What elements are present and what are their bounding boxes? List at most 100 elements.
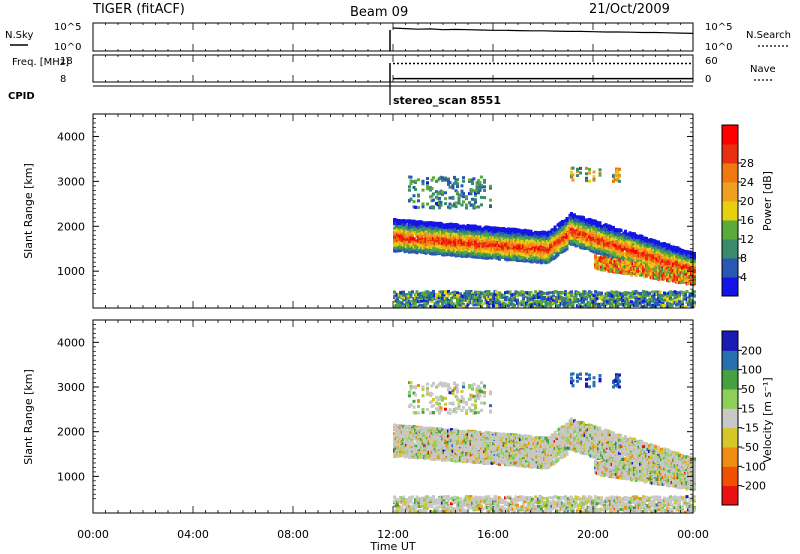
cpid-program: stereo_scan 8551 (393, 94, 501, 107)
power-cell (430, 186, 434, 190)
power-cell (573, 229, 576, 233)
power-cell (562, 296, 566, 300)
power-cell (585, 297, 588, 301)
power-cell (444, 233, 447, 237)
power-cell (489, 198, 492, 202)
power-cell (462, 200, 465, 204)
power-cell (430, 291, 434, 295)
power-cell (517, 249, 521, 253)
noise-right-tick-top: 10^5 (705, 22, 732, 33)
power-cell (475, 185, 479, 189)
power-cell (537, 296, 540, 300)
power-cell (480, 299, 483, 303)
power-cell (417, 205, 420, 209)
power-cell (520, 229, 524, 233)
power-cell (561, 219, 564, 223)
power-cell (430, 240, 434, 244)
power-cell (580, 228, 584, 232)
power-cell (459, 244, 462, 248)
power-cell (465, 289, 468, 293)
power-cell (585, 176, 588, 180)
power-cell (481, 248, 485, 252)
power-cell (460, 203, 464, 207)
power-cell (489, 295, 492, 299)
power-cell (430, 223, 434, 227)
power-cell (454, 295, 458, 299)
power-cell (460, 189, 464, 193)
power-cell (567, 224, 570, 228)
power-cell (444, 176, 447, 180)
power-cell (574, 295, 578, 299)
power-cell (522, 297, 525, 301)
power-cell (493, 246, 497, 250)
power-cell (441, 178, 444, 182)
power-cell (450, 250, 453, 254)
power-cell (412, 185, 416, 189)
power-cell (550, 250, 554, 254)
power-cell (463, 241, 467, 245)
power-cell (531, 238, 534, 242)
power-cell (549, 233, 552, 237)
power-cell (454, 205, 458, 209)
power-cell (411, 290, 414, 294)
power-cell (442, 300, 446, 304)
power-cell (514, 227, 518, 231)
power-cell (504, 302, 507, 306)
freq-right-tick-bottom: 0 (705, 74, 711, 85)
power-cell (457, 199, 461, 203)
power-cell (468, 201, 471, 205)
power-cell (411, 234, 414, 238)
power-cell (418, 303, 422, 307)
power-cell (472, 303, 476, 307)
power-cell (586, 305, 590, 309)
power-cell (448, 206, 452, 210)
power-cell (606, 233, 609, 237)
power-cell (508, 249, 512, 253)
power-cell (406, 229, 410, 233)
power-cell (565, 247, 569, 251)
power-cell (505, 256, 509, 260)
power-cell (474, 193, 477, 197)
power-cell (502, 236, 506, 240)
power-cell (598, 168, 602, 172)
power-cell (448, 303, 452, 307)
power-cell (435, 224, 438, 228)
power-cell (421, 182, 425, 186)
power-cell (451, 195, 455, 199)
power-cell (477, 205, 480, 209)
power-cell (561, 291, 564, 295)
power-cell (516, 298, 519, 302)
power-cell (493, 250, 497, 254)
power-cell (588, 179, 591, 183)
power-cell (414, 187, 417, 191)
power-cell (444, 290, 447, 294)
power-cell (493, 300, 497, 304)
power-cell (447, 290, 450, 294)
power-cell (450, 296, 453, 300)
power-cell (409, 295, 413, 299)
power-cell (478, 181, 482, 185)
power-cell (472, 177, 476, 181)
power-cell (495, 235, 498, 239)
power-cell (487, 290, 491, 294)
power-cell (582, 297, 585, 301)
power-cell (582, 300, 585, 304)
power-cell (570, 211, 573, 215)
power-cell (396, 243, 399, 247)
power-cell (568, 219, 572, 223)
power-cell (598, 171, 602, 175)
power-cell (549, 305, 552, 309)
power-cell (453, 290, 456, 294)
power-cell (465, 250, 468, 254)
power-cell (589, 290, 593, 294)
power-cell (444, 178, 447, 182)
power-cell (442, 253, 446, 257)
power-cell (598, 222, 602, 226)
power-cell (460, 301, 464, 305)
power-cell (472, 189, 476, 193)
power-cell (600, 293, 603, 297)
freq-right-label: Nave (750, 64, 776, 75)
power-cell (519, 259, 522, 263)
power-cell (426, 184, 429, 188)
power-cell (409, 179, 413, 183)
